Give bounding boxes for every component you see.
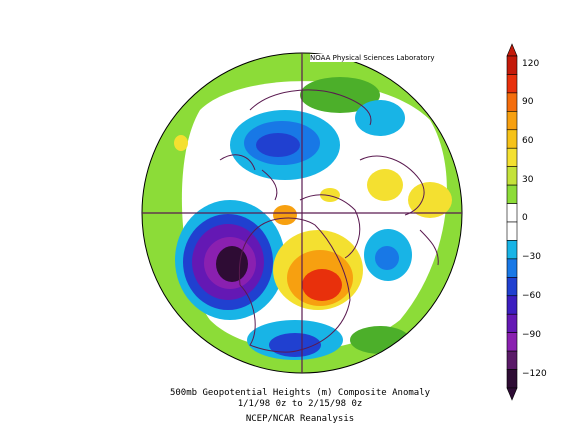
colorbar-swatch: [506, 369, 518, 389]
colorbar-swatch: [506, 350, 518, 370]
colorbar-swatch: [506, 332, 518, 352]
colorbar-swatch: [506, 258, 518, 278]
colorbar-tick-label: −120: [522, 369, 547, 379]
colorbar-arrow-top: [506, 43, 518, 57]
caption-line-2: 1/1/98 0z to 2/15/98 0z: [237, 399, 363, 409]
colorbar-swatch: [506, 295, 518, 315]
colorbar-tick-label: −90: [522, 330, 541, 340]
caption-line-1: 500mb Geopotential Heights (m) Composite…: [169, 388, 431, 398]
colorbar-swatch: [506, 92, 518, 112]
colorbar-swatch: [506, 55, 518, 75]
colorbar-swatch: [506, 277, 518, 297]
colorbar-tick-label: 30: [522, 175, 534, 185]
colorbar-arrow-bottom: [506, 387, 518, 401]
colorbar-tick-label: 120: [522, 59, 540, 69]
colorbar-swatch: [506, 221, 518, 241]
colorbar-swatch: [506, 129, 518, 149]
colorbar-swatch: [506, 147, 518, 167]
colorbar-swatch: [506, 111, 518, 131]
colorbar-swatch: [506, 203, 518, 223]
colorbar-tick-label: 60: [522, 136, 534, 146]
colorbar-swatch: [506, 166, 518, 186]
credit-label: NOAA Physical Sciences Laboratory: [310, 54, 435, 62]
colorbar-swatch: [506, 240, 518, 260]
colorbar-swatch: [506, 74, 518, 94]
colorbar-tick-label: −60: [522, 291, 541, 301]
colorbar-swatch: [506, 313, 518, 333]
colorbar-tick-label: −30: [522, 252, 541, 262]
colorbar-swatch: [506, 184, 518, 204]
colorbar-tick-label: 0: [522, 213, 528, 223]
caption-line-3: NCEP/NCAR Reanalysis: [245, 414, 355, 424]
colorbar-tick-label: 90: [522, 97, 534, 107]
colorbar: [506, 43, 518, 401]
